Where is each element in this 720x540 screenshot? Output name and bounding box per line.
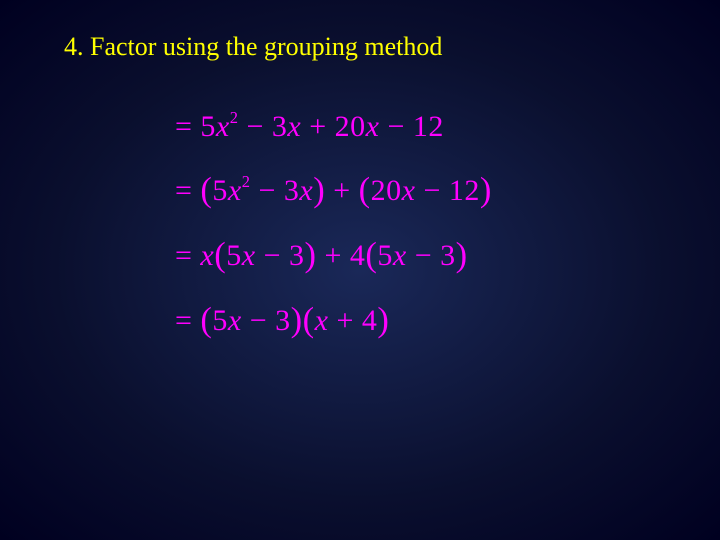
equation-line-3: = x(5x − 3) + 4(5x − 3): [175, 235, 492, 274]
equation-line-2: = (5x2 − 3x) + (20x − 12): [175, 170, 492, 209]
equation-line-4: = (5x − 3)(x + 4): [175, 300, 492, 339]
equation-line-1: = 5x2 − 3x + 20x − 12: [175, 110, 492, 144]
slide-title: 4. Factor using the grouping method: [64, 32, 442, 62]
equation-block: = 5x2 − 3x + 20x − 12 = (5x2 − 3x) + (20…: [175, 110, 492, 365]
